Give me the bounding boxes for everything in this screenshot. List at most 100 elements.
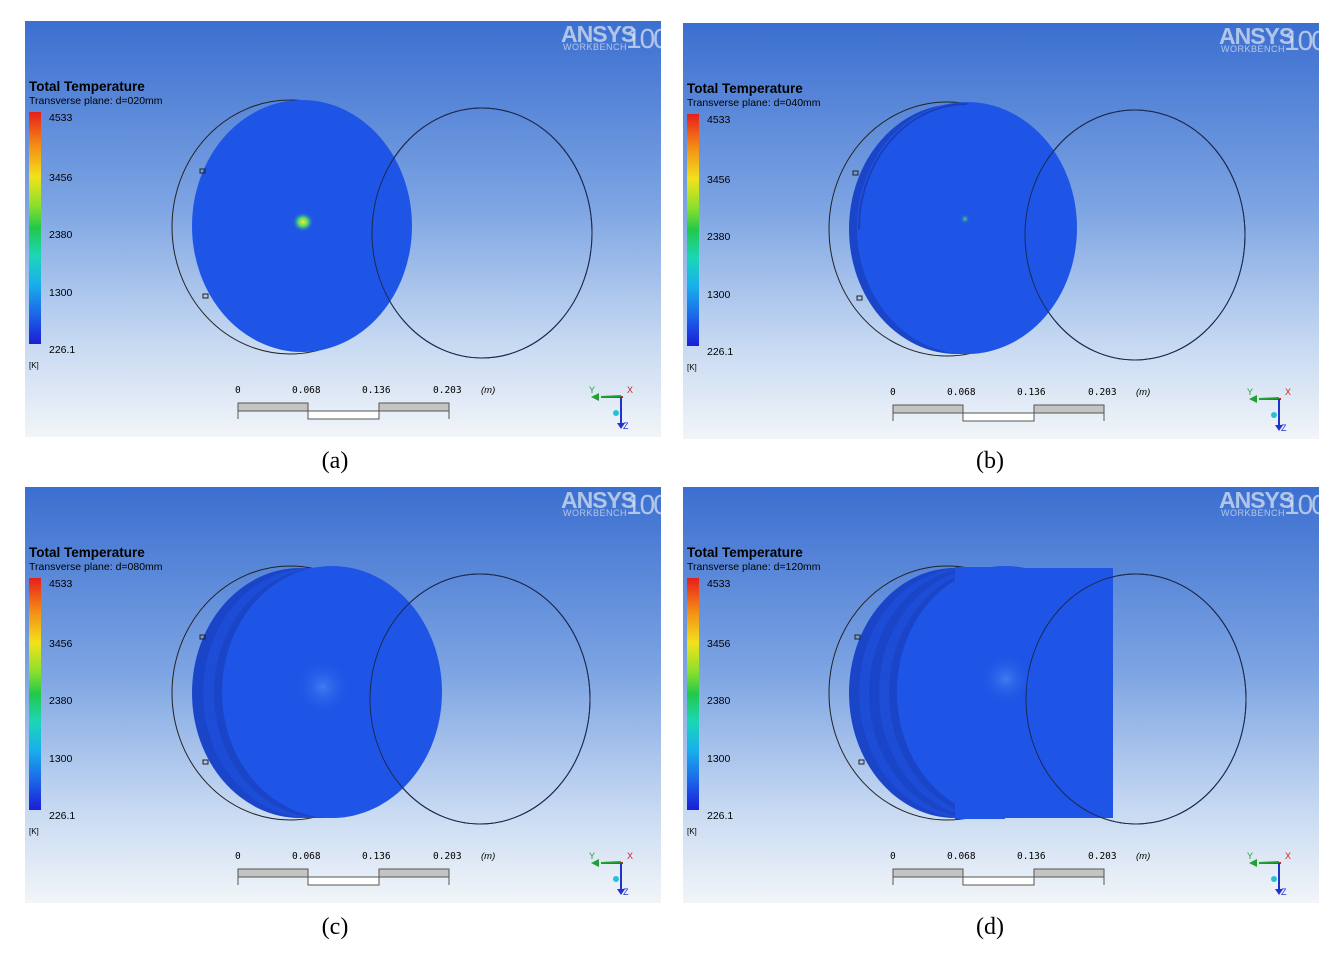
axis-y-label: Y	[589, 385, 596, 395]
axis-z-label: Z	[623, 887, 629, 897]
axis-z-label: Z	[1281, 887, 1287, 897]
marker	[202, 759, 209, 765]
legend-tick-3: 2380	[49, 695, 73, 707]
ansys-logo: ANSYS WORKBENCH 100	[1219, 489, 1319, 525]
hotspot	[292, 212, 314, 232]
scale-label-1: 0.068	[947, 851, 976, 862]
scale-unit: (m)	[481, 851, 496, 862]
scale-bar	[892, 868, 1105, 886]
scale-label-3: 0.203	[1088, 387, 1117, 398]
scale-label-0: 0	[235, 851, 241, 862]
axis-z-label: Z	[623, 421, 629, 431]
scale-unit: (m)	[1136, 387, 1151, 398]
color-legend-bar	[687, 114, 699, 346]
scale-label-2: 0.136	[362, 385, 391, 396]
scale-label-1: 0.068	[947, 387, 976, 398]
scale-bar	[892, 404, 1105, 422]
axis-y-label: Y	[1247, 851, 1254, 861]
caption-b: (b)	[976, 448, 1004, 474]
logo-sub: WORKBENCH	[563, 508, 628, 518]
logo-sub: WORKBENCH	[563, 42, 628, 52]
contour-scene-c	[171, 565, 625, 895]
scale-label-3: 0.203	[1088, 851, 1117, 862]
contour-scene-b	[828, 101, 1283, 431]
legend-tick-min: 226.1	[49, 810, 76, 822]
scale-label-0: 0	[235, 385, 241, 396]
ansys-logo: ANSYS WORKBENCH 100	[1219, 23, 1319, 61]
axis-triad	[1249, 859, 1283, 895]
scale-label-3: 0.203	[433, 385, 462, 396]
logo-version: 100	[1284, 489, 1319, 520]
scale-label-2: 0.136	[1017, 387, 1046, 398]
contour-scene-d	[828, 565, 1283, 895]
axis-x-label: X	[627, 851, 634, 861]
logo-sub: WORKBENCH	[1221, 508, 1286, 518]
legend-tick-2: 3456	[707, 638, 731, 650]
scale-bar	[237, 868, 450, 886]
scale-label-1: 0.068	[292, 851, 321, 862]
axis-triad	[591, 859, 625, 895]
axis-y-label: Y	[589, 851, 596, 861]
legend-tick-max: 4533	[707, 578, 731, 590]
plot-title: Total Temperature	[687, 545, 803, 560]
hotspot	[960, 214, 970, 224]
logo-version: 100	[1284, 25, 1319, 56]
scale-label-2: 0.136	[1017, 851, 1046, 862]
logo-brand: ANSYS	[561, 487, 636, 513]
caption-d: (d)	[976, 914, 1004, 940]
scale-label-1: 0.068	[292, 385, 321, 396]
right-domain-outline-overlay	[371, 107, 593, 359]
logo-version: 100	[626, 489, 661, 520]
scale-label-3: 0.203	[433, 851, 462, 862]
marker	[199, 168, 206, 174]
plot-title: Total Temperature	[29, 545, 145, 560]
plot-subtitle: Transverse plane: d=020mm	[29, 95, 163, 107]
caption-a: (a)	[321, 448, 349, 474]
marker	[854, 634, 861, 640]
legend-unit: [K]	[29, 361, 39, 370]
axis-x-label: X	[627, 385, 634, 395]
color-legend-bar	[29, 112, 41, 344]
legend-tick-max: 4533	[49, 112, 73, 124]
scale-unit: (m)	[481, 385, 496, 396]
axis-x-label: X	[1285, 851, 1292, 861]
axis-z-label: Z	[1281, 423, 1287, 433]
panel-c: ANSYS WORKBENCH 100 Total Temperature Tr…	[25, 487, 661, 903]
legend-tick-2: 3456	[49, 638, 73, 650]
axis-y-label: Y	[1247, 387, 1254, 397]
legend-tick-4: 1300	[49, 753, 73, 765]
plot-subtitle: Transverse plane: d=080mm	[29, 561, 163, 573]
right-domain-outline-overlay	[1025, 573, 1247, 825]
plot-subtitle: Transverse plane: d=040mm	[687, 97, 821, 109]
scale-unit: (m)	[1136, 851, 1151, 862]
legend-tick-3: 2380	[707, 695, 731, 707]
contour-scene-a	[171, 99, 625, 429]
logo-brand: ANSYS	[1219, 23, 1294, 49]
logo-brand: ANSYS	[561, 21, 636, 47]
legend-tick-3: 2380	[707, 231, 731, 243]
legend-tick-2: 3456	[49, 172, 73, 184]
marker	[856, 295, 863, 301]
axis-triad	[591, 393, 625, 429]
legend-tick-4: 1300	[49, 287, 73, 299]
scale-label-0: 0	[890, 387, 896, 398]
logo-version: 100	[626, 23, 661, 54]
marker	[852, 170, 859, 176]
legend-tick-max: 4533	[49, 578, 73, 590]
center-glow	[980, 653, 1032, 705]
marker	[858, 759, 865, 765]
caption-c: (c)	[321, 914, 349, 940]
axis-x-label: X	[1285, 387, 1292, 397]
color-legend-bar	[687, 578, 699, 810]
scale-bar	[237, 402, 450, 420]
panel-b: ANSYS WORKBENCH 100 Total Temperature Tr…	[683, 23, 1319, 439]
legend-tick-max: 4533	[707, 114, 731, 126]
temperature-contour-disc	[857, 102, 1077, 354]
legend-unit: [K]	[29, 827, 39, 836]
scale-label-0: 0	[890, 851, 896, 862]
legend-unit: [K]	[687, 363, 697, 372]
plot-title: Total Temperature	[29, 79, 145, 94]
marker	[199, 634, 206, 640]
logo-sub: WORKBENCH	[1221, 44, 1286, 54]
panel-d: ANSYS WORKBENCH 100 Total Temperature Tr…	[683, 487, 1319, 903]
